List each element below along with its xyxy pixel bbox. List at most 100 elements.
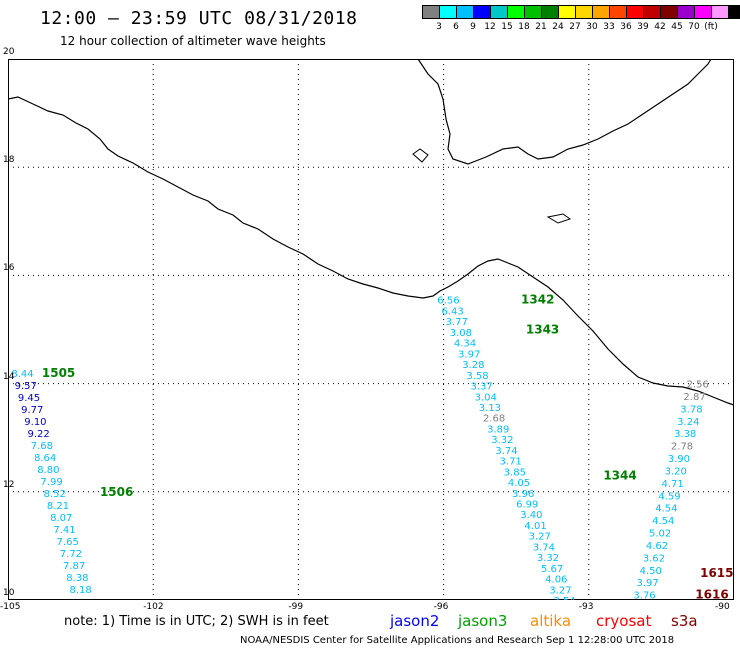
pass-time-label: 1342 bbox=[521, 293, 554, 307]
colorbar-swatch bbox=[575, 5, 593, 19]
wave-height-value: 3.27 bbox=[549, 585, 571, 596]
colorbar-swatch bbox=[456, 5, 474, 19]
longitude-tick-label: -102 bbox=[143, 602, 164, 612]
wave-height-value: 3.62 bbox=[643, 553, 665, 564]
wave-height-value: 6.43 bbox=[441, 306, 463, 317]
wave-height-value: 8.80 bbox=[37, 465, 59, 476]
colorbar-swatch bbox=[609, 5, 627, 19]
colorbar-swatch bbox=[643, 5, 661, 19]
map-subtitle: 12 hour collection of altimeter wave hei… bbox=[60, 34, 326, 48]
colorbar bbox=[422, 5, 740, 19]
wave-height-value: 4.06 bbox=[545, 575, 567, 586]
footer-credit: NOAA/NESDIS Center for Satellite Applica… bbox=[240, 635, 675, 646]
wave-height-value: 3.97 bbox=[458, 349, 480, 360]
wave-height-value: 3.28 bbox=[462, 360, 484, 371]
pass-time-label: 1343 bbox=[526, 323, 559, 337]
wave-height-value: 3.90 bbox=[668, 454, 690, 465]
wave-height-value: 4.34 bbox=[454, 339, 476, 350]
colorbar-swatch bbox=[677, 5, 695, 19]
pass-time-label: 1506 bbox=[100, 485, 133, 499]
wave-height-value: 8.18 bbox=[69, 585, 91, 596]
longitude-tick-label: -96 bbox=[433, 602, 449, 612]
wave-height-value: 8.38 bbox=[66, 573, 88, 584]
colorbar-swatch bbox=[541, 5, 559, 19]
graticule bbox=[8, 59, 734, 600]
wave-height-value: 7.65 bbox=[57, 537, 79, 548]
colorbar-label: 45 bbox=[671, 22, 683, 32]
colorbar-label: 24 bbox=[552, 22, 564, 32]
colorbar-swatch bbox=[507, 5, 525, 19]
wave-height-value: 9.22 bbox=[28, 429, 50, 440]
wave-height-value: 3.04 bbox=[475, 392, 497, 403]
colorbar-label: 18 bbox=[518, 22, 530, 32]
latitude-tick-label: 12 bbox=[3, 479, 15, 490]
coastline bbox=[8, 96, 734, 406]
wave-height-value: 9.45 bbox=[18, 393, 40, 404]
colorbar-label: 39 bbox=[637, 22, 649, 32]
pass-time-label: 1505 bbox=[42, 366, 75, 380]
wave-height-value: 8.64 bbox=[34, 453, 56, 464]
legend-item-jason3: jason3 bbox=[458, 612, 508, 630]
wave-height-value: 8.21 bbox=[47, 501, 69, 512]
wave-height-value: 3.24 bbox=[677, 417, 699, 428]
colorbar-label: 42 bbox=[654, 22, 666, 32]
wave-height-value: 3.76 bbox=[633, 591, 655, 600]
colorbar-swatch bbox=[558, 5, 576, 19]
wave-height-value: 3.74 bbox=[495, 446, 517, 457]
wave-height-value: 3.96 bbox=[512, 489, 534, 500]
wave-height-value: 7.68 bbox=[31, 441, 53, 452]
latitude-tick-label: 20 bbox=[3, 47, 15, 57]
colorbar-label: 12 bbox=[484, 22, 496, 32]
colorbar-label: 30 bbox=[586, 22, 598, 32]
wave-height-value: 4.01 bbox=[524, 521, 546, 532]
wave-height-value: 3.38 bbox=[674, 429, 696, 440]
legend-item-jason2: jason2 bbox=[390, 612, 440, 630]
colorbar-label: 3 bbox=[436, 22, 442, 32]
wave-height-value: 4.59 bbox=[658, 491, 680, 502]
lake-detail bbox=[412, 148, 429, 163]
wave-height-value: 4.54 bbox=[655, 504, 677, 515]
colorbar-swatch bbox=[694, 5, 712, 19]
wave-height-value: 3.37 bbox=[470, 382, 492, 393]
wave-height-value: 3.27 bbox=[529, 532, 551, 543]
legend-item-altika: altika bbox=[530, 612, 572, 630]
longitude-tick-label: -99 bbox=[288, 602, 304, 612]
colorbar-swatch bbox=[626, 5, 644, 19]
wave-height-value: 4.50 bbox=[640, 566, 662, 577]
colorbar-label: 6 bbox=[453, 22, 459, 32]
wave-height-value: 8.07 bbox=[50, 513, 72, 524]
legend-note: note: 1) Time is in UTC; 2) SWH is in fe… bbox=[64, 614, 329, 629]
colorbar-label: 9 bbox=[470, 22, 476, 32]
wave-height-value: 9.57 bbox=[15, 381, 37, 392]
colorbar-swatch bbox=[490, 5, 508, 19]
wave-height-value: 2.87 bbox=[683, 392, 705, 403]
wave-height-value: 9.77 bbox=[21, 405, 43, 416]
wave-height-value: 3.85 bbox=[504, 467, 526, 478]
wave-height-value: 4.05 bbox=[508, 478, 530, 489]
wave-height-value: 3.08 bbox=[450, 328, 472, 339]
wave-height-value: 3.77 bbox=[446, 317, 468, 328]
colorbar-swatch bbox=[439, 5, 457, 19]
altimeter-map[interactable]: 8.449.579.459.779.109.227.688.648.807.99… bbox=[8, 59, 734, 600]
colorbar-swatch bbox=[524, 5, 542, 19]
wave-height-value: 7.41 bbox=[53, 525, 75, 536]
wave-height-value: 4.54 bbox=[652, 516, 674, 527]
colorbar-swatch bbox=[660, 5, 678, 19]
wave-height-value: 2.56 bbox=[687, 380, 709, 391]
legend-item-s3a: s3a bbox=[671, 612, 698, 630]
wave-height-value: 3.89 bbox=[487, 424, 509, 435]
colorbar-label: 70 bbox=[688, 22, 700, 32]
wave-height-value: 8.52 bbox=[44, 489, 66, 500]
colorbar-swatch bbox=[711, 5, 729, 19]
wave-height-value: 3.74 bbox=[533, 542, 555, 553]
longitude-tick-label: -90 bbox=[715, 602, 730, 612]
wave-height-value: 8.44 bbox=[11, 369, 33, 380]
legend-item-cryosat: cryosat bbox=[596, 612, 652, 630]
wave-height-value: 5.02 bbox=[649, 529, 671, 540]
island-detail bbox=[546, 213, 572, 224]
wave-height-value: 4.62 bbox=[646, 541, 668, 552]
wave-height-value: 2.78 bbox=[671, 442, 693, 453]
pass-time-label: 1615 bbox=[700, 566, 733, 580]
wave-height-value: 3.20 bbox=[665, 466, 687, 477]
wave-height-value: 3.71 bbox=[500, 457, 522, 468]
